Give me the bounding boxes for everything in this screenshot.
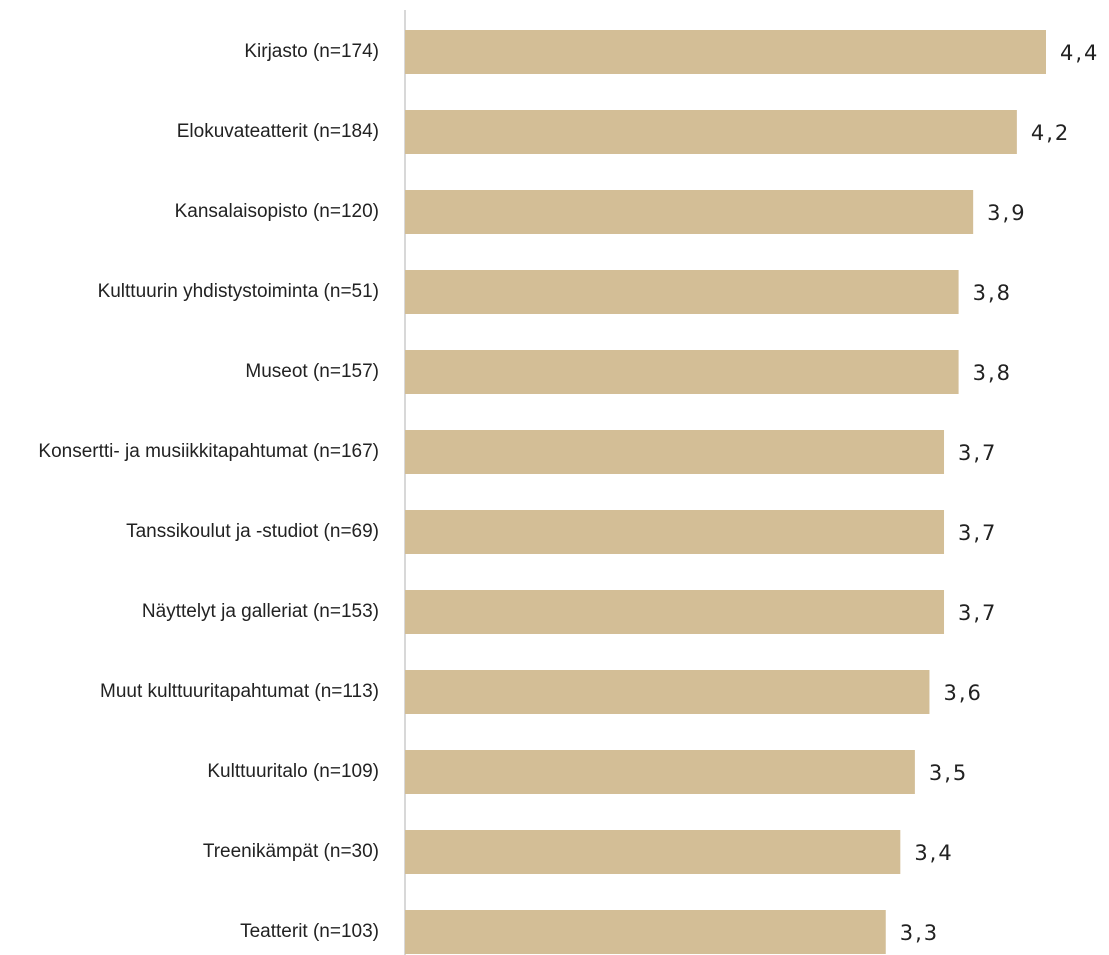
bar bbox=[405, 350, 959, 394]
value-label: 3,9 bbox=[987, 201, 1026, 225]
bar bbox=[405, 110, 1017, 154]
category-label: Kulttuuritalo (n=109) bbox=[207, 761, 379, 782]
value-label: 3,3 bbox=[900, 921, 939, 945]
value-label: 3,7 bbox=[958, 601, 997, 625]
bar bbox=[405, 670, 930, 714]
value-label: 4,4 bbox=[1060, 41, 1099, 65]
bar bbox=[405, 750, 915, 794]
bar bbox=[405, 910, 886, 954]
value-label: 3,8 bbox=[973, 281, 1012, 305]
category-label: Elokuvateatterit (n=184) bbox=[176, 121, 379, 142]
category-label: Kulttuurin yhdistystoiminta (n=51) bbox=[97, 281, 379, 302]
category-label: Museot (n=157) bbox=[245, 361, 379, 382]
value-label: 3,6 bbox=[943, 681, 982, 705]
bar bbox=[405, 190, 974, 234]
value-label: 3,8 bbox=[973, 361, 1012, 385]
bar bbox=[405, 590, 945, 634]
value-label: 3,7 bbox=[958, 521, 997, 545]
value-label: 3,4 bbox=[914, 841, 953, 865]
value-label: 4,2 bbox=[1031, 121, 1070, 145]
bar bbox=[405, 30, 1046, 74]
category-label: Konsertti- ja musiikkitapahtumat (n=167) bbox=[38, 441, 379, 462]
value-label: 3,5 bbox=[929, 761, 968, 785]
category-label: Treenikämpät (n=30) bbox=[202, 841, 379, 862]
bar bbox=[405, 270, 959, 314]
category-label: Tanssikoulut ja -studiot (n=69) bbox=[126, 521, 379, 542]
category-label: Teatterit (n=103) bbox=[240, 921, 379, 942]
category-label: Kirjasto (n=174) bbox=[244, 41, 379, 62]
bar bbox=[405, 510, 945, 554]
bar bbox=[405, 830, 901, 874]
bar bbox=[405, 430, 945, 474]
category-label: Muut kulttuuritapahtumat (n=113) bbox=[100, 681, 379, 702]
category-label: Näyttelyt ja galleriat (n=153) bbox=[141, 601, 379, 622]
category-label: Kansalaisopisto (n=120) bbox=[174, 201, 379, 222]
value-label: 3,7 bbox=[958, 441, 997, 465]
